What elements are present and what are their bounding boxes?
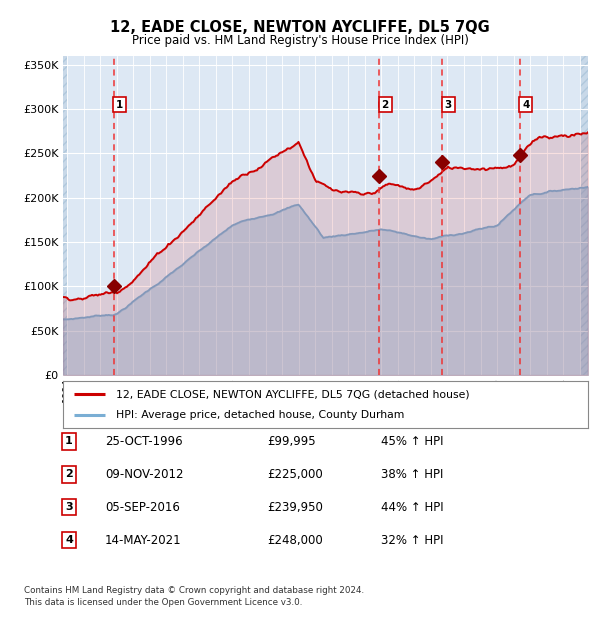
Text: 12, EADE CLOSE, NEWTON AYCLIFFE, DL5 7QG: 12, EADE CLOSE, NEWTON AYCLIFFE, DL5 7QG — [110, 20, 490, 35]
Text: 32% ↑ HPI: 32% ↑ HPI — [381, 534, 443, 546]
Text: 4: 4 — [522, 100, 530, 110]
Text: 4: 4 — [65, 535, 73, 545]
Bar — [63, 56, 67, 375]
Text: 3: 3 — [65, 502, 73, 512]
Text: Price paid vs. HM Land Registry's House Price Index (HPI): Price paid vs. HM Land Registry's House … — [131, 34, 469, 46]
Text: 2: 2 — [382, 100, 389, 110]
Text: 14-MAY-2021: 14-MAY-2021 — [105, 534, 182, 546]
Text: 44% ↑ HPI: 44% ↑ HPI — [381, 501, 443, 513]
Text: 05-SEP-2016: 05-SEP-2016 — [105, 501, 180, 513]
Text: 3: 3 — [445, 100, 452, 110]
Text: This data is licensed under the Open Government Licence v3.0.: This data is licensed under the Open Gov… — [24, 598, 302, 607]
Text: 2: 2 — [65, 469, 73, 479]
Text: 1: 1 — [65, 436, 73, 446]
Text: £225,000: £225,000 — [267, 468, 323, 481]
Text: HPI: Average price, detached house, County Durham: HPI: Average price, detached house, Coun… — [115, 410, 404, 420]
Text: £248,000: £248,000 — [267, 534, 323, 546]
Text: 09-NOV-2012: 09-NOV-2012 — [105, 468, 184, 481]
Text: 38% ↑ HPI: 38% ↑ HPI — [381, 468, 443, 481]
Bar — [580, 56, 588, 375]
Text: 45% ↑ HPI: 45% ↑ HPI — [381, 435, 443, 448]
Text: 25-OCT-1996: 25-OCT-1996 — [105, 435, 182, 448]
Text: Contains HM Land Registry data © Crown copyright and database right 2024.: Contains HM Land Registry data © Crown c… — [24, 586, 364, 595]
Text: 12, EADE CLOSE, NEWTON AYCLIFFE, DL5 7QG (detached house): 12, EADE CLOSE, NEWTON AYCLIFFE, DL5 7QG… — [115, 389, 469, 399]
Text: £99,995: £99,995 — [267, 435, 316, 448]
Text: 1: 1 — [116, 100, 124, 110]
Text: £239,950: £239,950 — [267, 501, 323, 513]
